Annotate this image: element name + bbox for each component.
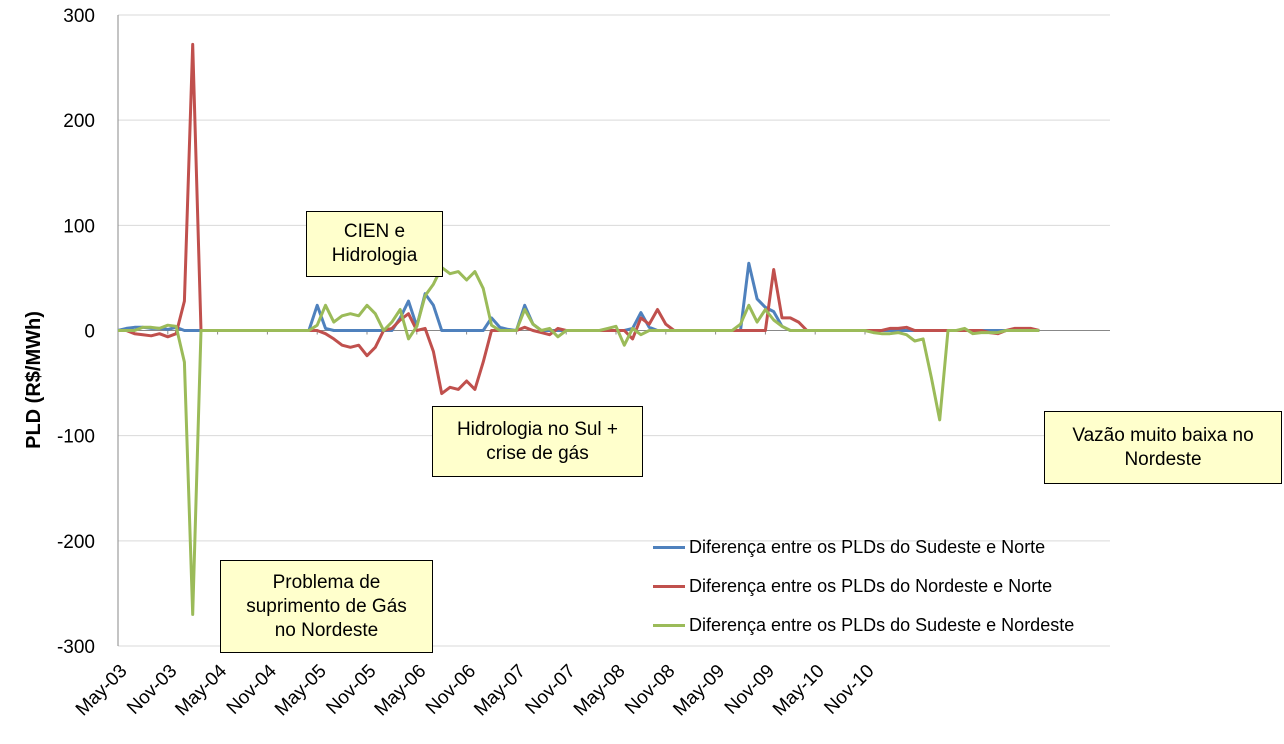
x-tick-label: May-09 (669, 661, 729, 721)
legend-item-sudeste-nordeste: Diferença entre os PLDs do Sudeste e Nor… (653, 615, 1074, 636)
series-line-2 (118, 265, 1040, 616)
x-tick-label: Nov-08 (621, 661, 679, 719)
annotation-hidrologia-sul-gas: Hidrologia no Sul + crise de gás (432, 406, 643, 477)
x-tick-label: May-10 (769, 661, 829, 721)
x-tick-label: May-03 (72, 661, 132, 721)
legend-label: Diferença entre os PLDs do Nordeste e No… (689, 576, 1053, 596)
legend-swatch (653, 546, 685, 549)
x-tick-label: Nov-05 (322, 661, 380, 719)
series-line-1 (118, 42, 1040, 396)
x-tick-label: Nov-09 (721, 661, 779, 719)
series-lines (117, 42, 1040, 616)
legend-label: Diferença entre os PLDs do Sudeste e Nor… (689, 615, 1075, 635)
legend-swatch (653, 585, 685, 588)
annotation-vazao-baixa: Vazão muito baixa no Nordeste (1044, 411, 1282, 484)
y-tick-label: -300 (57, 637, 95, 658)
legend-item-nordeste-norte: Diferença entre os PLDs do Nordeste e No… (653, 576, 1052, 597)
y-tick-label: 300 (63, 6, 95, 27)
legend-swatch (653, 624, 685, 627)
annotation-cien-hidrologia: CIEN e Hidrologia (306, 211, 443, 277)
y-tick-label: 100 (63, 216, 95, 237)
annotation-suprimento-gas: Problema de suprimento de Gás no Nordest… (220, 560, 433, 653)
x-tick-label: May-04 (171, 660, 231, 720)
x-tick-label: Nov-10 (820, 661, 878, 719)
series-line-0 (117, 261, 1040, 332)
legend-item-sudeste-norte: Diferença entre os PLDs do Sudeste e Nor… (653, 537, 1045, 558)
legend-label: Diferença entre os PLDs do Sudeste e Nor… (689, 537, 1046, 557)
x-tick-label: May-08 (570, 661, 630, 721)
x-tick-label: Nov-06 (422, 661, 480, 719)
y-tick-label: 200 (63, 111, 95, 132)
y-axis-label: PLD (R$/MWh) (23, 311, 45, 449)
x-tick-label: May-06 (371, 661, 431, 721)
y-tick-label: -100 (57, 427, 95, 448)
x-tick-label: Nov-07 (522, 661, 580, 719)
x-tick-labels: May-03Nov-03May-04Nov-04May-05Nov-05May-… (72, 660, 879, 720)
y-tick-labels: 300 200 100 0 -100 -200 -300 (57, 6, 95, 658)
y-tick-label: 0 (84, 322, 95, 343)
y-tick-label: -200 (57, 532, 95, 553)
x-tick-label: Nov-04 (223, 660, 281, 718)
x-tick-label: May-07 (470, 661, 530, 721)
x-tick-label: Nov-03 (123, 661, 181, 719)
x-tick-label: May-05 (271, 661, 331, 721)
